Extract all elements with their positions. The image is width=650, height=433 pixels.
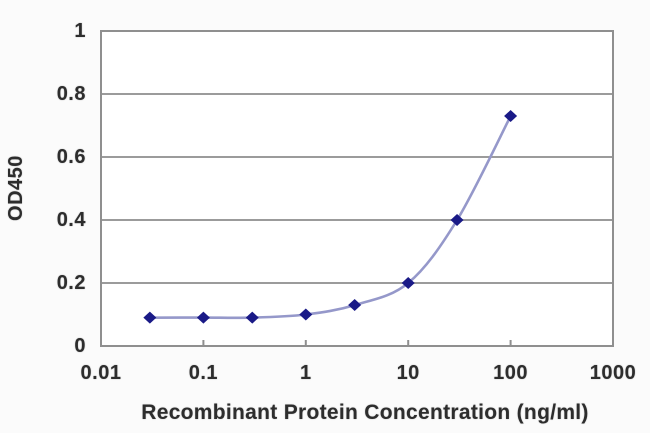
y-axis-title: OD450 [5,155,27,221]
plot-background [101,31,613,346]
data-point-marker [504,110,518,123]
data-point-marker [401,277,415,289]
data-point-marker [450,214,464,226]
x-axis-title: Recombinant Protein Concentration (ng/ml… [141,401,589,424]
data-point-marker [299,308,313,321]
data-point-marker [245,311,259,324]
plot-border [100,30,614,347]
data-point-marker [143,311,157,324]
data-point-marker [196,311,210,324]
data-point-marker [348,299,362,312]
